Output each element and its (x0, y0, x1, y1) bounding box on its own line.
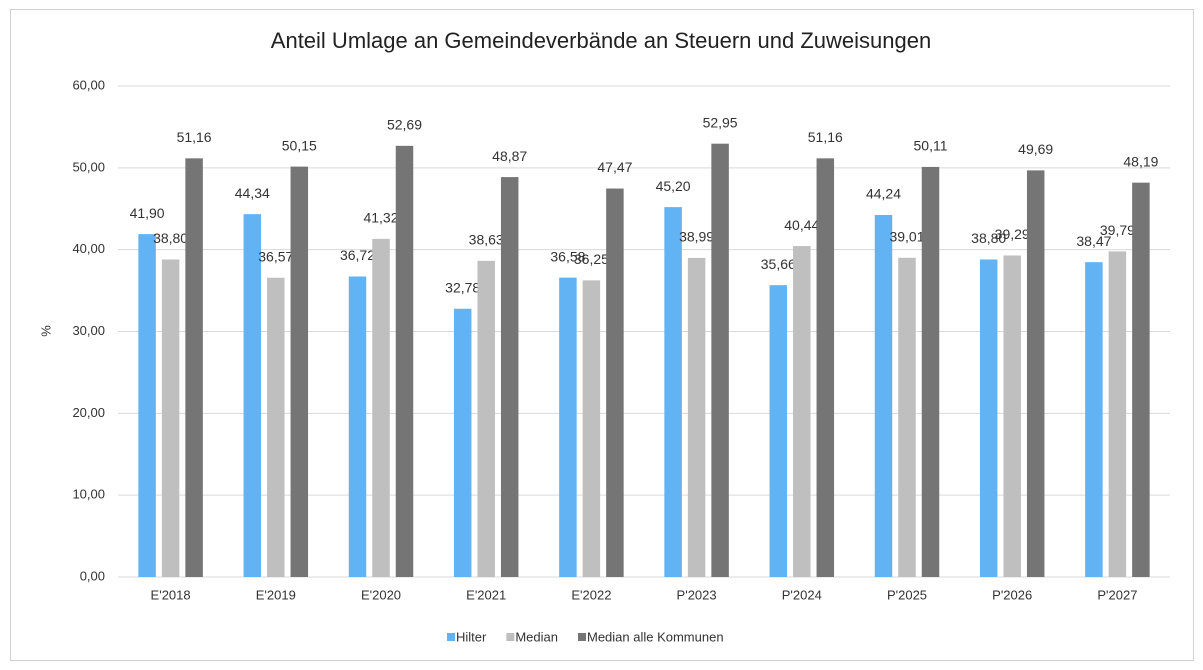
x-tick-label: P'2023 (677, 587, 717, 602)
bar (664, 207, 682, 577)
value-label: 50,11 (914, 138, 948, 154)
value-label: 40,44 (784, 217, 819, 233)
value-label: 48,87 (492, 148, 527, 164)
value-label: 39,29 (995, 226, 1030, 242)
value-label: 44,34 (235, 185, 270, 201)
bar (500, 177, 519, 577)
bar (185, 158, 203, 577)
bar (979, 259, 998, 577)
y-tick-label: 60,00 (72, 77, 105, 92)
x-tick-label: E'2021 (466, 587, 506, 602)
bar (874, 214, 893, 577)
bar (816, 158, 835, 577)
value-label: 51,16 (808, 129, 843, 145)
value-label: 49,69 (1018, 141, 1053, 157)
bar (1003, 255, 1021, 577)
bar (372, 238, 390, 577)
bar (267, 277, 285, 577)
x-tick-label: E'2022 (571, 587, 611, 602)
bar (290, 166, 309, 577)
value-label: 38,63 (469, 232, 504, 248)
bar (793, 246, 811, 578)
value-label: 38,80 (153, 230, 188, 246)
bar (348, 276, 367, 577)
value-label: 48,19 (1123, 153, 1158, 169)
bar (711, 143, 729, 577)
value-label: 39,01 (889, 228, 924, 244)
y-tick-label: 40,00 (72, 241, 105, 256)
y-tick-label: 50,00 (72, 159, 105, 174)
value-label: 45,20 (656, 178, 691, 194)
value-label: 36,72 (340, 247, 375, 263)
y-axis-label: % (38, 325, 53, 337)
x-tick-label: P'2024 (782, 587, 822, 602)
value-label: 39,79 (1100, 222, 1135, 238)
x-tick-label: E'2019 (256, 587, 296, 602)
value-label: 36,25 (574, 251, 609, 267)
x-tick-label: P'2026 (992, 587, 1032, 602)
x-tick-label: P'2027 (1097, 587, 1137, 602)
bar (921, 166, 940, 577)
value-label: 41,32 (363, 210, 398, 226)
bar (1132, 182, 1150, 577)
legend-swatch (506, 633, 515, 641)
x-tick-label: E'2018 (151, 587, 191, 602)
value-label: 36,57 (258, 248, 293, 264)
bar (453, 308, 472, 577)
bar (559, 277, 577, 577)
value-label: 35,66 (761, 256, 796, 272)
value-label: 47,47 (597, 159, 632, 175)
x-tick-label: P'2025 (887, 587, 927, 602)
value-label: 32,78 (445, 279, 480, 295)
bar (687, 257, 706, 577)
bar (606, 188, 624, 577)
bar (395, 145, 414, 577)
legend-swatch (447, 633, 455, 641)
legend-label: Hilter (456, 629, 487, 644)
bar (769, 285, 788, 577)
value-label: 52,69 (387, 117, 422, 133)
value-label: 38,99 (679, 229, 714, 245)
y-tick-label: 30,00 (72, 323, 105, 338)
legend-label: Median (515, 629, 558, 644)
value-label: 38,80 (971, 230, 1006, 246)
bar (582, 280, 601, 577)
bar (1026, 170, 1045, 577)
value-label: 44,24 (866, 186, 901, 202)
bar (1085, 262, 1103, 577)
bar (898, 257, 916, 577)
value-label: 51,16 (177, 129, 212, 145)
legend-swatch (577, 633, 586, 641)
y-tick-label: 20,00 (72, 405, 105, 420)
value-label: 38,47 (1076, 233, 1111, 249)
chart-title: Anteil Umlage an Gemeindeverbände an Ste… (271, 28, 931, 53)
y-tick-label: 0,00 (80, 568, 105, 583)
bar (1108, 251, 1127, 577)
y-tick-label: 10,00 (72, 487, 105, 502)
bar (477, 260, 495, 577)
value-label: 41,90 (130, 205, 165, 221)
value-label: 50,15 (282, 137, 317, 153)
legend-label: Median alle Kommunen (587, 629, 724, 644)
x-tick-label: E'2020 (361, 587, 401, 602)
value-label: 52,95 (703, 114, 738, 130)
bar (138, 234, 156, 577)
bar (161, 259, 180, 577)
bar (243, 214, 262, 577)
value-label: 36,58 (550, 248, 585, 264)
